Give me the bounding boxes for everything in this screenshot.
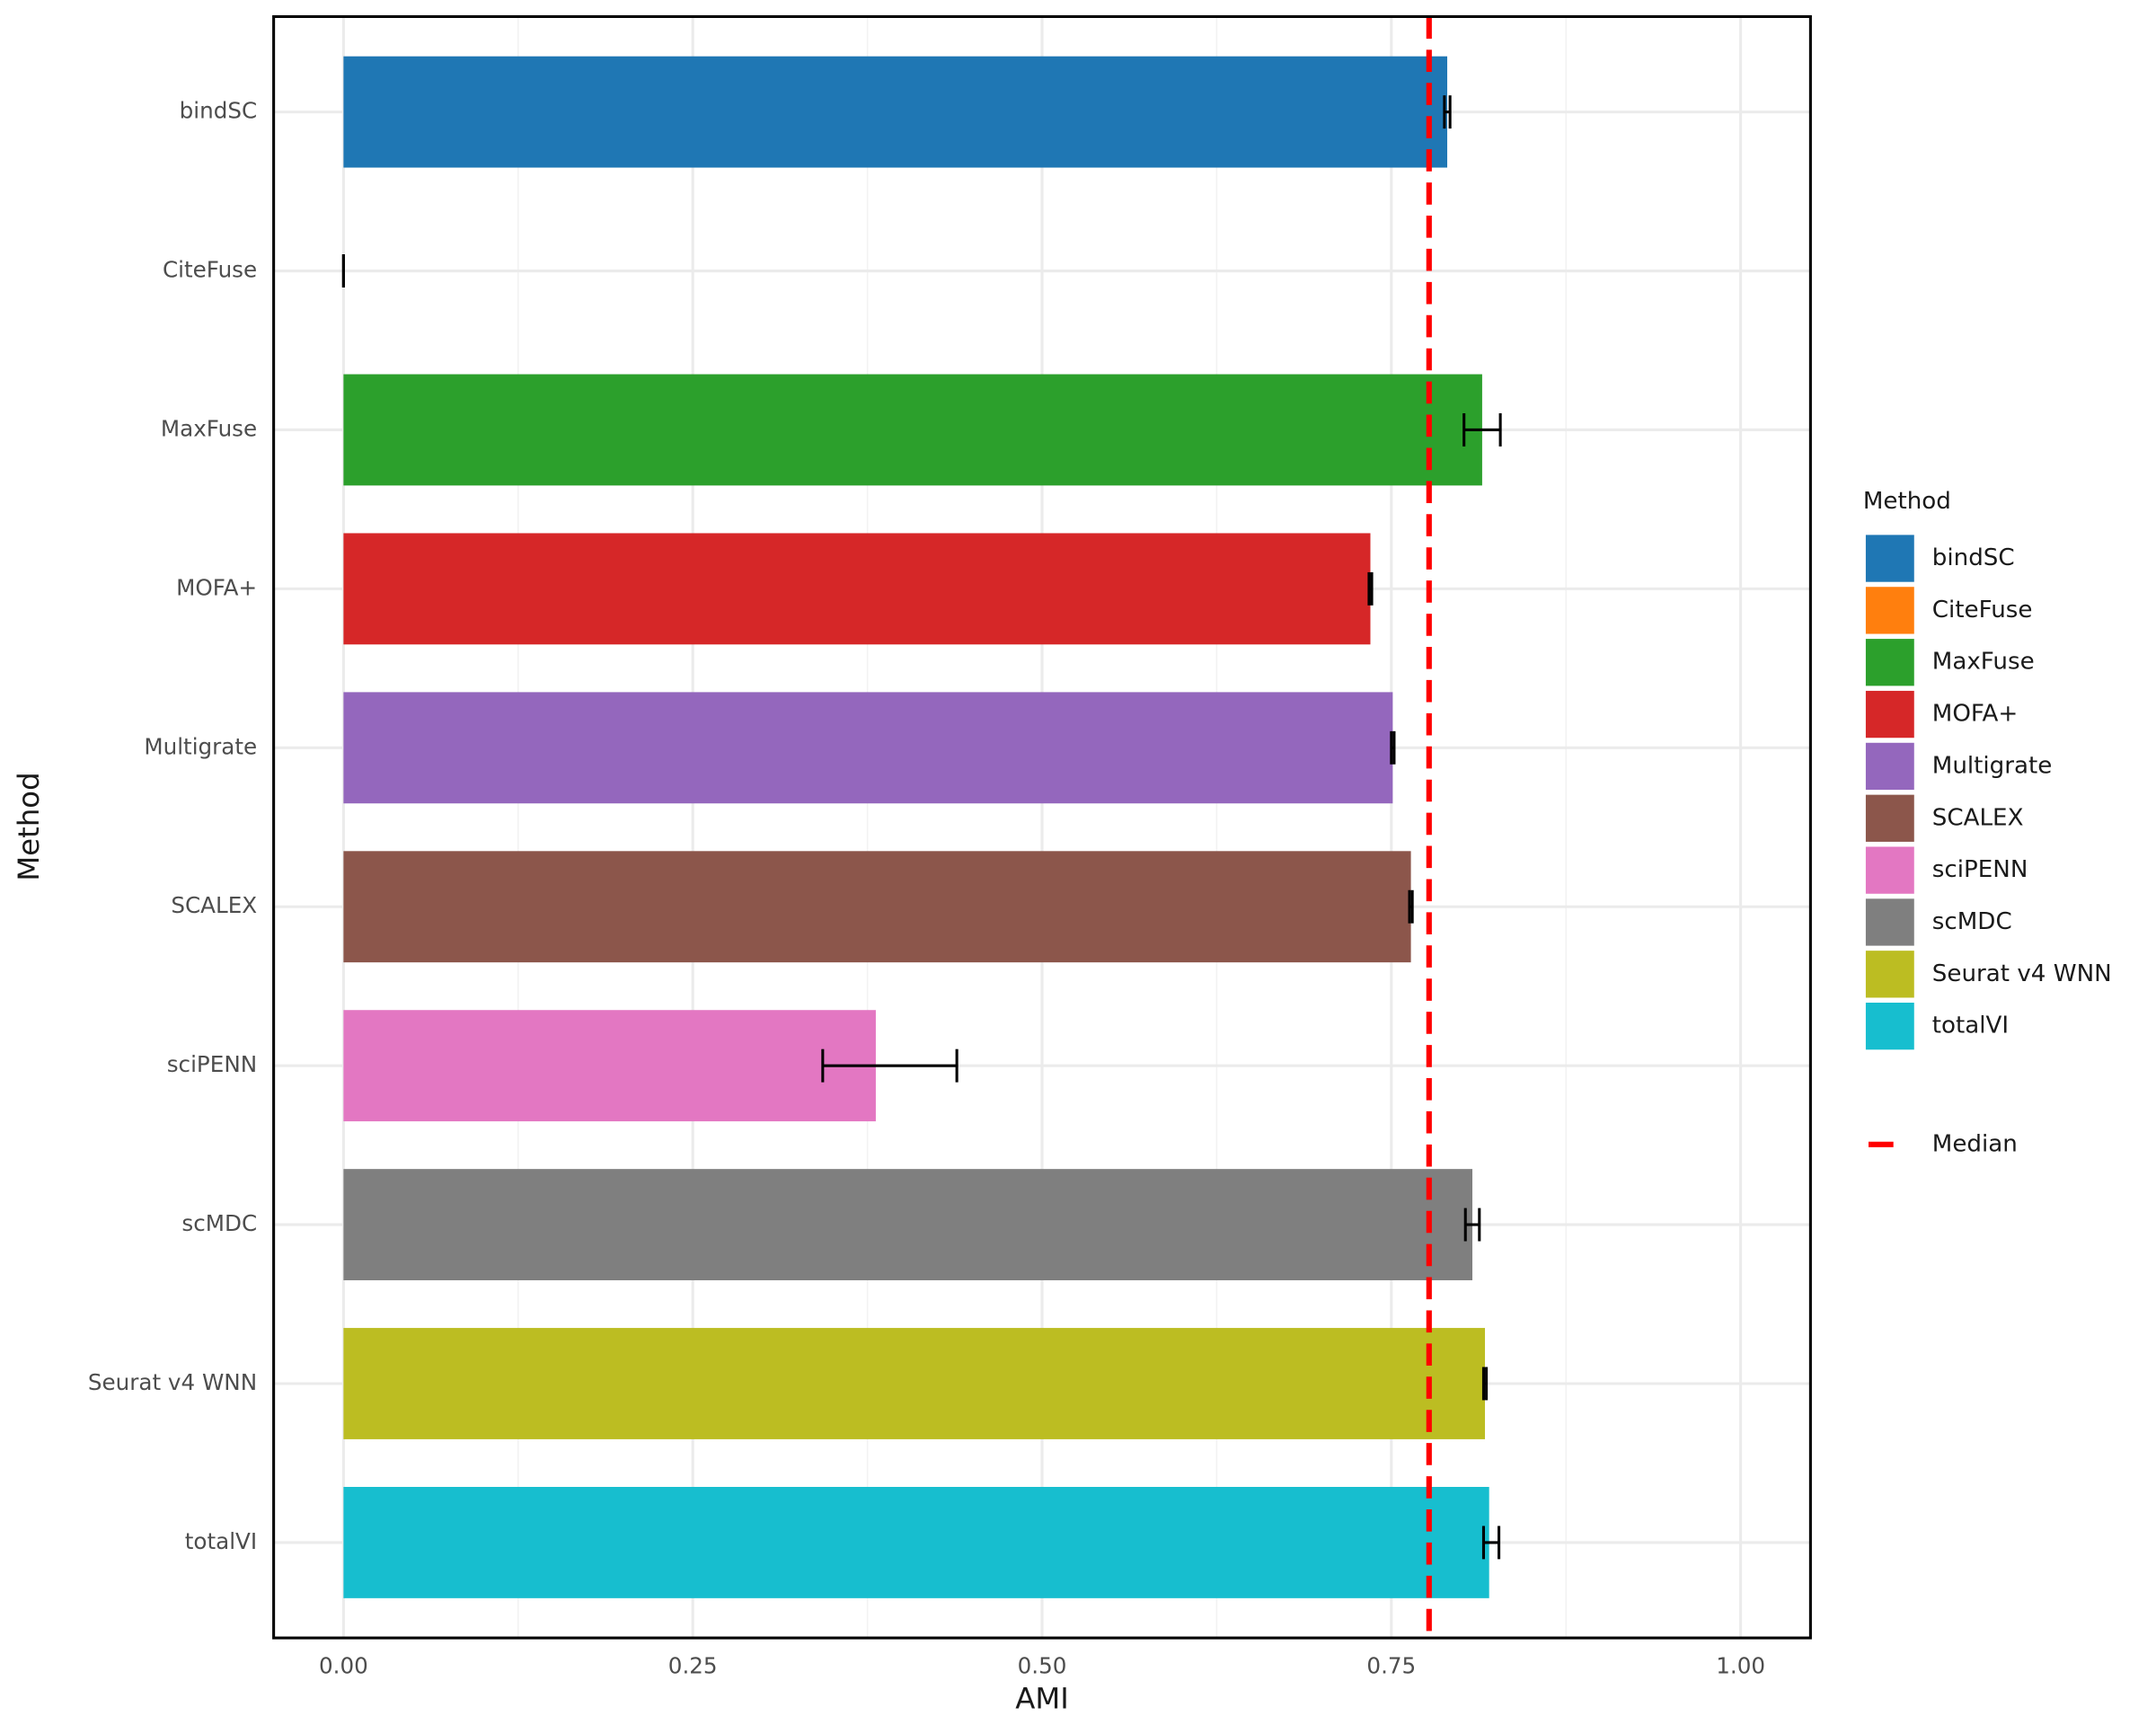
legend-swatch [1865,794,1914,842]
y-tick-label: scMDC [181,1210,257,1236]
legend-label: Seurat v4 WNN [1932,960,2112,987]
x-tick-label: 0.25 [668,1652,718,1678]
legend-label: MOFA+ [1932,701,2019,728]
error-bar [1443,95,1452,129]
y-tick-label: SCALEX [171,892,257,918]
legend-swatch [1865,898,1914,946]
legend-label: bindSC [1932,544,2015,571]
error-bar [1481,1526,1501,1560]
legend-swatch [1865,639,1914,686]
bar [343,1010,876,1122]
legend-label: SCALEX [1932,804,2024,831]
bar [343,56,1448,168]
panel-border [272,14,1812,1640]
bar [343,533,1371,645]
x-tick-label: 0.75 [1366,1652,1416,1678]
legend-label: Median [1932,1130,2018,1157]
legend-swatch [1865,690,1914,739]
legend-swatch [1865,1003,1914,1050]
bar [343,1328,1486,1439]
legend: Method bindSC CiteFuse MaxFuse MOFA+ Multigr… [1863,488,2112,1157]
error-bar [1408,889,1414,924]
legend-label: CiteFuse [1932,597,2033,624]
legend-swatch [1865,951,1914,998]
error-bar [821,1048,959,1083]
y-tick-label: bindSC [180,98,257,124]
y-tick-label: CiteFuse [163,257,257,283]
legend-label: sciPENN [1932,856,2028,883]
y-tick-label: Multigrate [144,733,257,759]
bar [343,1169,1473,1280]
legend-label: Multigrate [1932,752,2053,779]
error-bar [1463,1208,1481,1242]
y-tick-label: Seurat v4 WNN [88,1369,257,1395]
x-axis-title: AMI [1015,1681,1068,1715]
bar [343,374,1482,486]
x-tick-label: 0.00 [319,1652,368,1678]
bar [343,692,1393,804]
legend-swatch [1865,587,1914,634]
legend-label: totalVI [1932,1013,2009,1039]
legend-label: MaxFuse [1932,649,2035,676]
error-bar [1462,413,1502,447]
y-tick-label: MOFA+ [176,574,257,600]
legend-swatch [1865,742,1914,791]
x-tick-label: 0.50 [1018,1652,1067,1678]
y-axis-title: Method [12,772,46,880]
y-tick-label: totalVI [185,1528,257,1554]
legend-label: scMDC [1932,908,2012,935]
legend-swatch [1865,535,1914,582]
y-tick-label: MaxFuse [161,415,257,441]
bar [343,1487,1489,1598]
bar [343,851,1411,963]
plot-area [273,16,1811,1639]
legend-title: Method [1863,488,1951,515]
x-tick-label: 1.00 [1716,1652,1765,1678]
y-tick-label: sciPENN [167,1051,257,1077]
error-bar [1481,1367,1489,1401]
error-bar [1390,730,1396,765]
error-bar [1367,571,1374,606]
legend-swatch [1865,846,1914,894]
